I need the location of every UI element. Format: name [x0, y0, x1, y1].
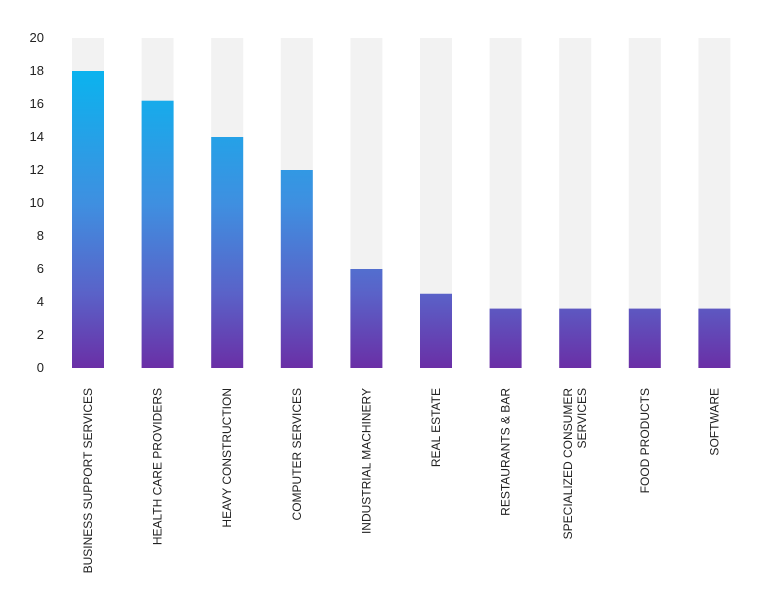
bar [559, 308, 592, 368]
x-category-label-line: COMPUTER SERVICES [290, 388, 304, 520]
y-tick-label: 12 [30, 162, 44, 177]
x-category-label-line: SPECIALIZED CONSUMER [561, 388, 575, 540]
x-category-label: BUSINESS SUPPORT SERVICES [81, 388, 95, 573]
bars [72, 38, 731, 368]
bar [211, 137, 244, 368]
bar [141, 100, 174, 368]
x-category-label: REAL ESTATE [429, 388, 443, 467]
bar [350, 269, 383, 368]
x-category-label-line: REAL ESTATE [429, 388, 443, 467]
x-axis: BUSINESS SUPPORT SERVICES HEALTH CARE PRO… [81, 388, 721, 574]
x-category-label-line: FOOD PRODUCTS [638, 388, 652, 493]
x-category-label-line: HEALTH CARE PROVIDERS [151, 388, 165, 545]
y-tick-label: 4 [37, 294, 44, 309]
bar [72, 71, 104, 368]
bar [628, 308, 661, 368]
x-category-label-line: SOFTWARE [707, 388, 721, 456]
x-category-label: FOOD PRODUCTS [638, 388, 652, 493]
bar [489, 308, 522, 368]
bar [698, 308, 731, 368]
y-tick-label: 18 [30, 63, 44, 78]
y-tick-label: 0 [37, 360, 44, 375]
y-tick-label: 10 [30, 195, 44, 210]
x-category-label: HEALTH CARE PROVIDERS [151, 388, 165, 545]
x-category-label: HEAVY CONSTRUCTION [220, 388, 234, 528]
x-category-label: INDUSTRIAL MACHINERY [359, 388, 373, 534]
y-tick-label: 14 [30, 129, 44, 144]
x-category-label-line: RESTAURANTS & BAR [499, 388, 513, 516]
x-category-label-line: SERVICES [575, 388, 589, 448]
x-category-label: RESTAURANTS & BAR [499, 388, 513, 516]
y-axis: 0 2 4 6 8 10 12 14 16 18 20 [30, 30, 44, 375]
y-tick-label: 8 [37, 228, 44, 243]
x-category-label-line: INDUSTRIAL MACHINERY [359, 388, 373, 534]
bar [280, 170, 313, 368]
y-tick-label: 6 [37, 261, 44, 276]
y-tick-label: 20 [30, 30, 44, 45]
x-category-label: SOFTWARE [707, 388, 721, 456]
y-tick-label: 16 [30, 96, 44, 111]
x-category-label: COMPUTER SERVICES [290, 388, 304, 520]
bar [420, 293, 452, 368]
x-category-label-line: HEAVY CONSTRUCTION [220, 388, 234, 528]
x-category-label-line: BUSINESS SUPPORT SERVICES [81, 388, 95, 573]
y-tick-label: 2 [37, 327, 44, 342]
x-category-label: SPECIALIZED CONSUMERSERVICES [561, 388, 589, 540]
